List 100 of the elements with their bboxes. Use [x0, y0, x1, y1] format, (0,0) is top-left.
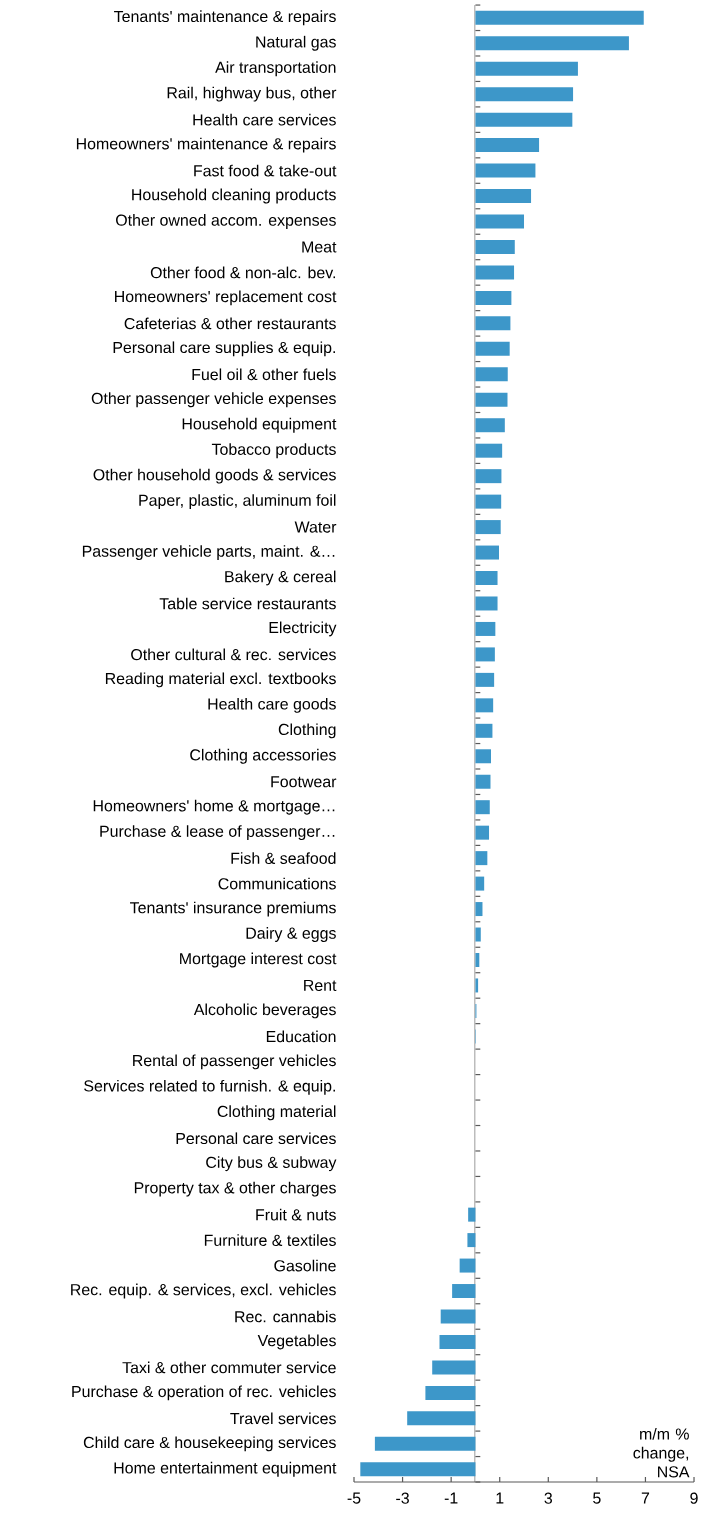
bar — [475, 87, 574, 102]
y-tick-label: Rec. equip. & services, excl. vehicles — [71, 1283, 336, 1299]
y-tick-label: Travel services — [230, 1412, 336, 1425]
bar — [475, 672, 495, 687]
y-tick-label: Air transportation — [215, 61, 336, 77]
y-tick-label: Clothing accessories — [190, 748, 336, 764]
annotation: m/m % change, NSA — [633, 1427, 690, 1478]
y-tick-label: Tobacco products — [211, 443, 336, 459]
bar — [475, 800, 490, 815]
bar — [475, 138, 540, 153]
y-tick-label: Child care & housekeeping services — [83, 1436, 336, 1452]
y-tick-label: Purchase & operation of rec. vehicles — [72, 1385, 336, 1401]
bar — [475, 749, 491, 764]
bar — [475, 723, 493, 738]
bar — [475, 902, 483, 917]
y-tick-label: Alcoholic beverages — [193, 1003, 336, 1019]
y-tick-label: Water — [294, 521, 337, 533]
bar — [475, 596, 498, 611]
y-tick-label: Reading material excl. textbooks — [105, 672, 336, 688]
y-tick-label: Passenger vehicle parts, maint. &… — [82, 545, 335, 560]
y-tick-label: Clothing — [278, 723, 336, 739]
bar — [475, 927, 481, 942]
y-tick-label: Homeowners' maintenance & repairs — [76, 137, 336, 153]
bar — [475, 825, 490, 840]
y-tick-label: Vegetables — [257, 1334, 336, 1350]
bar — [360, 1462, 476, 1477]
bar — [407, 1411, 476, 1426]
bar — [475, 698, 494, 713]
y-tick-label: Household equipment — [182, 417, 337, 433]
y-tick-label: Household cleaning products — [132, 188, 336, 204]
bar — [475, 978, 479, 993]
y-tick-label: Clothing material — [217, 1105, 336, 1121]
y-tick-label: Furniture & textiles — [204, 1234, 336, 1246]
bar — [475, 163, 536, 178]
bar — [475, 61, 578, 76]
bar — [475, 774, 491, 789]
bar — [459, 1258, 476, 1273]
y-tick-label: Dairy & eggs — [246, 927, 336, 942]
y-tick-label: Footwear — [271, 776, 337, 788]
y-tick-label: Rent — [304, 979, 337, 992]
y-tick-label: Paper, plastic, aluminum foil — [139, 494, 336, 510]
bar — [475, 367, 508, 382]
bar — [475, 443, 503, 458]
y-tick-label: Gasoline — [274, 1259, 336, 1272]
bar — [468, 1207, 476, 1222]
bar — [475, 189, 532, 204]
y-tick-label: Other owned accom. expenses — [116, 214, 336, 229]
y-tick-label: Fruit & nuts — [256, 1208, 336, 1221]
bar — [475, 290, 512, 305]
bar — [475, 214, 525, 229]
y-tick-label: Services related to furnish. & equip. — [84, 1079, 335, 1095]
bar — [475, 621, 496, 636]
y-tick-label: Mortgage interest cost — [180, 952, 337, 968]
bar — [475, 571, 498, 586]
bar — [475, 316, 511, 331]
bar — [475, 876, 485, 891]
y-tick-label: Electricity — [269, 621, 337, 637]
y-tick-label: Fast food & take-out — [194, 164, 337, 177]
bar — [475, 36, 629, 51]
x-tick-label: 5 — [593, 1492, 601, 1504]
y-tick-label: Cafeterias & other restaurants — [124, 317, 336, 330]
bar — [440, 1309, 476, 1324]
bar — [432, 1360, 476, 1375]
y-tick-label: Personal care supplies & equip. — [113, 341, 335, 357]
y-tick-label: Health care goods — [208, 697, 336, 713]
y-tick-label: Other cultural & rec. services — [131, 648, 336, 661]
y-tick-label: Rec. cannabis — [235, 1310, 336, 1323]
bar — [374, 1436, 476, 1451]
y-tick-label: Bakery & cereal — [225, 570, 336, 586]
y-tick-label: Fuel oil & other fuels — [192, 368, 336, 381]
bar — [475, 647, 495, 662]
y-tick-label: Health care services — [193, 113, 336, 126]
y-tick-label: Table service restaurants — [159, 597, 336, 610]
bar — [467, 1233, 476, 1248]
y-tick-label: Other food & non-alc. bev. — [150, 266, 336, 279]
y-tick-label: Education — [266, 1030, 336, 1043]
y-tick-label: Tenants' maintenance & repairs — [114, 10, 336, 26]
y-tick-label: Homeowners' home & mortgage… — [93, 799, 335, 815]
bar — [452, 1284, 476, 1299]
y-tick-label: Homeowners' replacement cost — [115, 290, 337, 306]
y-tick-label: Personal care services — [176, 1132, 336, 1145]
y-tick-label: Other passenger vehicle expenses — [91, 392, 336, 408]
y-tick-label: Rental of passenger vehicles — [133, 1054, 336, 1070]
bar — [475, 520, 501, 535]
x-tick-label: 1 — [496, 1492, 504, 1504]
y-tick-label: Tenants' insurance premiums — [130, 901, 336, 917]
bar — [475, 952, 480, 967]
bar — [475, 10, 644, 25]
y-tick-label: Other household goods & services — [93, 468, 336, 484]
bar — [439, 1334, 476, 1349]
bar — [475, 392, 508, 407]
bar — [475, 545, 499, 560]
bar — [475, 112, 573, 127]
y-tick-label: Purchase & lease of passenger… — [100, 825, 335, 841]
bar — [475, 494, 502, 509]
x-tick-label: -5 — [347, 1492, 361, 1504]
bar — [475, 469, 502, 484]
y-tick-label: Home entertainment equipment — [114, 1461, 337, 1477]
x-tick-label: 3 — [544, 1492, 553, 1504]
y-tick-label: Fish & seafood — [231, 852, 336, 864]
